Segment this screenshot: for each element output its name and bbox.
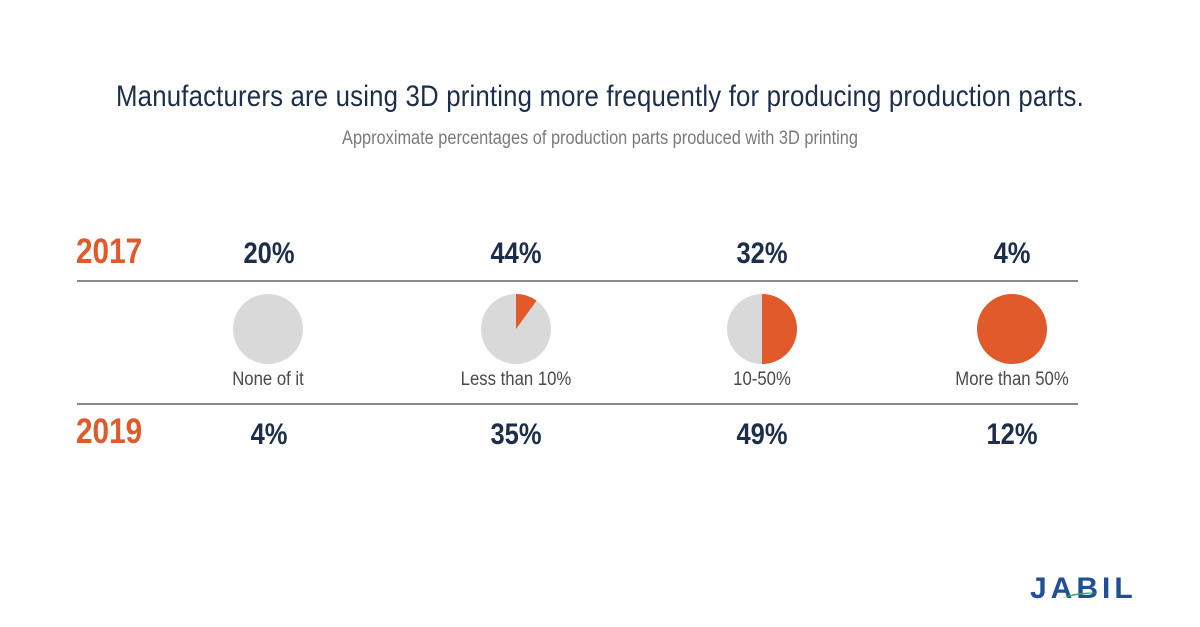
chart-subtitle: Approximate percentages of production pa… [342,128,858,149]
pie-more-than-50 [977,294,1047,364]
pie-slice [762,294,797,364]
divider-bottom [77,403,1078,405]
chart-title: Manufacturers are using 3D printing more… [116,80,1084,113]
pct-2019-more-than-50: 12% [986,418,1038,451]
pct-2017-none: 20% [243,237,295,270]
year-label-2017: 2017 [76,232,143,271]
pie-10-50 [727,294,797,364]
pct-2019-10-50: 49% [736,418,788,451]
category-label-10-50: 10-50% [733,369,791,390]
pie-none-of-it [233,294,303,364]
category-label-none: None of it [232,369,304,390]
pie-slice [516,294,537,329]
jabil-logo: JABIL [1030,572,1170,606]
category-label-less-than-10: Less than 10% [460,369,572,390]
category-label-more-than-50: More than 50% [955,369,1069,390]
pie-base [233,294,303,364]
logo-text: JABIL [1030,572,1137,605]
logo-swoosh-icon [1062,592,1098,598]
pct-2019-none: 4% [250,418,288,451]
pie-less-than-10 [481,294,551,364]
year-label-2019: 2019 [76,412,143,451]
pct-2017-10-50: 32% [736,237,788,270]
divider-top [77,280,1078,282]
pct-2017-more-than-50: 4% [993,237,1031,270]
pct-2017-less-than-10: 44% [490,237,542,270]
pct-2019-less-than-10: 35% [490,418,542,451]
pie-base [977,294,1047,364]
